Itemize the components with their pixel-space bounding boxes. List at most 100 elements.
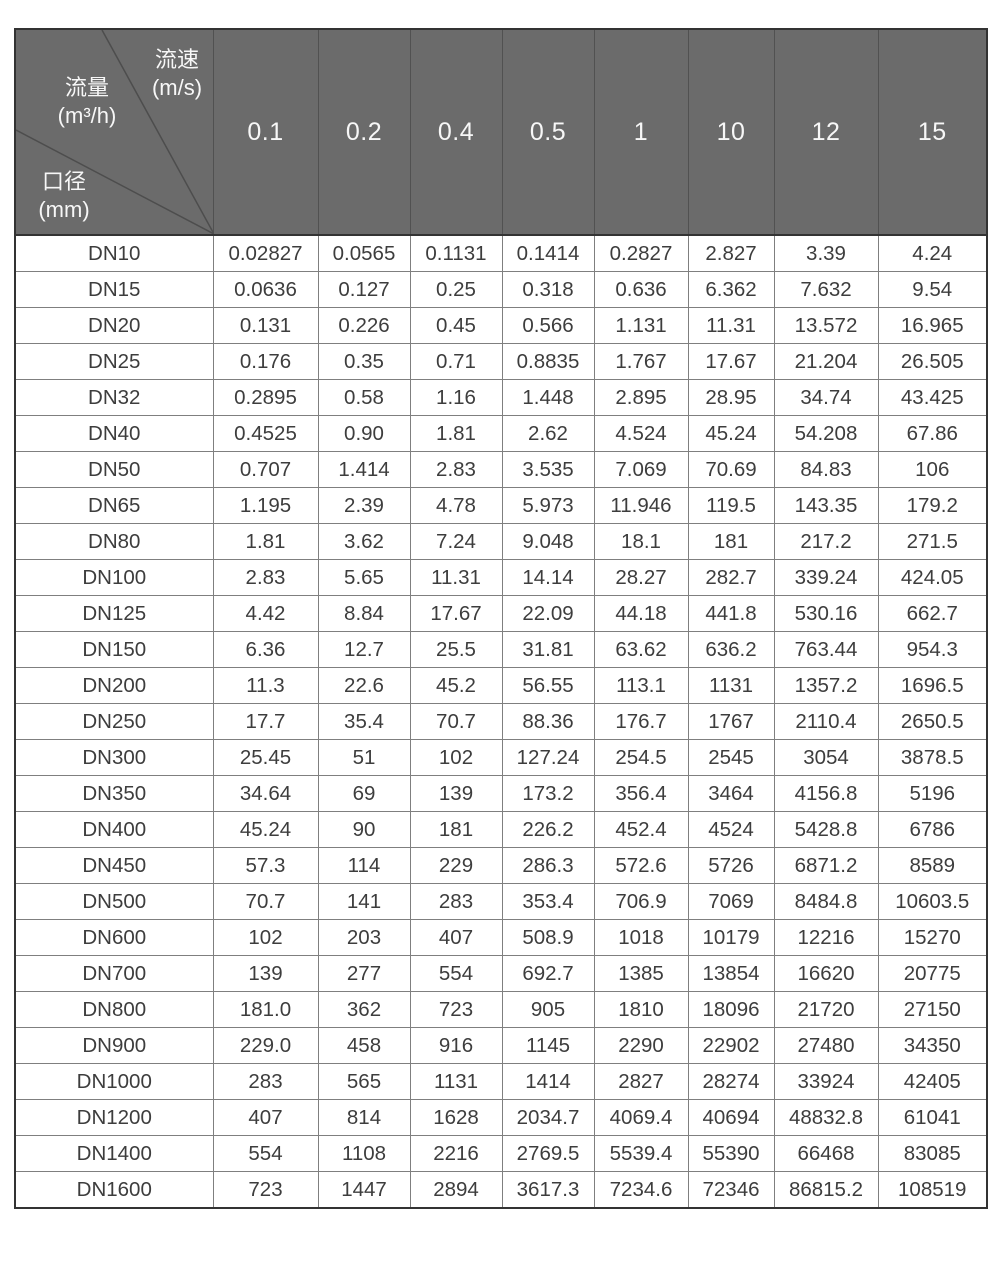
diameter-cell: DN350 xyxy=(14,775,214,812)
flow-value-cell: 1131 xyxy=(687,667,775,704)
flow-value-cell: 86815.2 xyxy=(773,1171,879,1209)
flow-value-cell: 2.895 xyxy=(593,379,689,416)
diameter-cell: DN25 xyxy=(14,343,214,380)
diameter-cell: DN80 xyxy=(14,523,214,560)
flow-value-cell: 45.24 xyxy=(212,811,319,848)
diameter-cell: DN600 xyxy=(14,919,214,956)
flow-value-cell: 114 xyxy=(317,847,411,884)
diameter-label: 口径 xyxy=(41,169,86,194)
flow-value-cell: 69 xyxy=(317,775,411,812)
flow-value-cell: 1.16 xyxy=(409,379,503,416)
flow-value-cell: 1.81 xyxy=(212,523,319,560)
flow-value-cell: 636.2 xyxy=(687,631,775,668)
flow-value-cell: 102 xyxy=(409,739,503,776)
table-row: DN125 4.42 8.84 17.67 22.09 44.18 441.8 530.16 6… xyxy=(14,595,988,632)
flow-value-cell: 34.74 xyxy=(773,379,879,416)
flow-value-cell: 48832.8 xyxy=(773,1099,879,1136)
flow-value-cell: 3.62 xyxy=(317,523,411,560)
flow-value-cell: 2216 xyxy=(409,1135,503,1172)
diameter-cell: DN100 xyxy=(14,559,214,596)
flow-value-cell: 424.05 xyxy=(877,559,988,596)
flow-value-cell: 2.827 xyxy=(687,234,775,272)
flow-value-cell: 1108 xyxy=(317,1135,411,1172)
flow-value-cell: 1018 xyxy=(593,919,689,956)
flow-value-cell: 66468 xyxy=(773,1135,879,1172)
flow-value-cell: 16620 xyxy=(773,955,879,992)
flow-value-cell: 286.3 xyxy=(501,847,595,884)
flow-value-cell: 13.572 xyxy=(773,307,879,344)
flow-rate-table: 流速 (m/s) 流量 (m³/h) 口径 (mm) xyxy=(14,28,988,1209)
flow-value-cell: 229 xyxy=(409,847,503,884)
table-row: DN1000 283 565 1131 1414 2827 28274 33924 42405 xyxy=(14,1063,988,1100)
flow-value-cell: 283 xyxy=(409,883,503,920)
flow-value-cell: 4.42 xyxy=(212,595,319,632)
table-row: DN250 17.7 35.4 70.7 88.36 176.7 1767 2110.4 265… xyxy=(14,703,988,740)
flow-value-cell: 723 xyxy=(212,1171,319,1209)
flow-value-cell: 17.67 xyxy=(409,595,503,632)
flow-value-cell: 12216 xyxy=(773,919,879,956)
flow-value-cell: 113.1 xyxy=(593,667,689,704)
table-row: DN1200 407 814 1628 2034.7 4069.4 40694 48832.8… xyxy=(14,1099,988,1136)
flow-value-cell: 61041 xyxy=(877,1099,988,1136)
flow-value-cell: 22902 xyxy=(687,1027,775,1064)
flow-value-cell: 0.2895 xyxy=(212,379,319,416)
flow-value-cell: 7.24 xyxy=(409,523,503,560)
flow-value-cell: 954.3 xyxy=(877,631,988,668)
table-row: DN800 181.0 362 723 905 1810 18096 21720 27150 xyxy=(14,991,988,1028)
table-body: DN10 0.02827 0.0565 0.1131 0.1414 0.2827 2.827… xyxy=(14,234,988,1209)
flow-value-cell: 106 xyxy=(877,451,988,488)
flow-value-cell: 4156.8 xyxy=(773,775,879,812)
flow-value-cell: 1810 xyxy=(593,991,689,1028)
flow-unit: (m³/h) xyxy=(57,102,117,128)
flow-value-cell: 139 xyxy=(409,775,503,812)
flow-value-cell: 5196 xyxy=(877,775,988,812)
flow-value-cell: 21.204 xyxy=(773,343,879,380)
flow-value-cell: 42405 xyxy=(877,1063,988,1100)
flow-value-cell: 530.16 xyxy=(773,595,879,632)
flow-value-cell: 0.58 xyxy=(317,379,411,416)
flow-value-cell: 5.973 xyxy=(501,487,595,524)
flow-value-cell: 1.767 xyxy=(593,343,689,380)
flow-value-cell: 554 xyxy=(212,1135,319,1172)
flow-value-cell: 2769.5 xyxy=(501,1135,595,1172)
flow-value-cell: 0.0565 xyxy=(317,234,411,272)
flow-value-cell: 692.7 xyxy=(501,955,595,992)
flow-value-cell: 4.24 xyxy=(877,234,988,272)
table-row: DN100 2.83 5.65 11.31 14.14 28.27 282.7 339.24 4… xyxy=(14,559,988,596)
diameter-cell: DN300 xyxy=(14,739,214,776)
flow-value-cell: 55390 xyxy=(687,1135,775,1172)
flow-value-cell: 6.36 xyxy=(212,631,319,668)
table-row: DN300 25.45 51 102 127.24 254.5 2545 3054 3878.5 xyxy=(14,739,988,776)
table-row: DN700 139 277 554 692.7 1385 13854 16620 20775 xyxy=(14,955,988,992)
flow-value-cell: 4069.4 xyxy=(593,1099,689,1136)
diameter-cell: DN250 xyxy=(14,703,214,740)
flow-value-cell: 7234.6 xyxy=(593,1171,689,1209)
flow-value-cell: 723 xyxy=(409,991,503,1028)
diameter-cell: DN700 xyxy=(14,955,214,992)
flow-value-cell: 9.54 xyxy=(877,271,988,308)
flow-value-cell: 2650.5 xyxy=(877,703,988,740)
diameter-cell: DN1600 xyxy=(14,1171,214,1209)
flow-value-cell: 102 xyxy=(212,919,319,956)
flow-value-cell: 2.83 xyxy=(409,451,503,488)
flow-value-cell: 4524 xyxy=(687,811,775,848)
flow-value-cell: 2827 xyxy=(593,1063,689,1100)
flow-value-cell: 0.226 xyxy=(317,307,411,344)
velocity-unit: (m/s) xyxy=(151,74,203,100)
flow-value-cell: 10603.5 xyxy=(877,883,988,920)
flow-value-cell: 441.8 xyxy=(687,595,775,632)
flow-value-cell: 33924 xyxy=(773,1063,879,1100)
flow-value-cell: 26.505 xyxy=(877,343,988,380)
table-row: DN10 0.02827 0.0565 0.1131 0.1414 0.2827 2.827… xyxy=(14,234,988,272)
flow-value-cell: 2.62 xyxy=(501,415,595,452)
flow-value-cell: 181.0 xyxy=(212,991,319,1028)
velocity-axis-label: 流速 (m/s) xyxy=(134,46,220,101)
flow-value-cell: 13854 xyxy=(687,955,775,992)
flow-value-cell: 1447 xyxy=(317,1171,411,1209)
flow-value-cell: 2110.4 xyxy=(773,703,879,740)
flow-value-cell: 0.1131 xyxy=(409,234,503,272)
flow-value-cell: 5539.4 xyxy=(593,1135,689,1172)
flow-value-cell: 277 xyxy=(317,955,411,992)
diagonal-lines xyxy=(16,30,214,234)
flow-value-cell: 11.3 xyxy=(212,667,319,704)
